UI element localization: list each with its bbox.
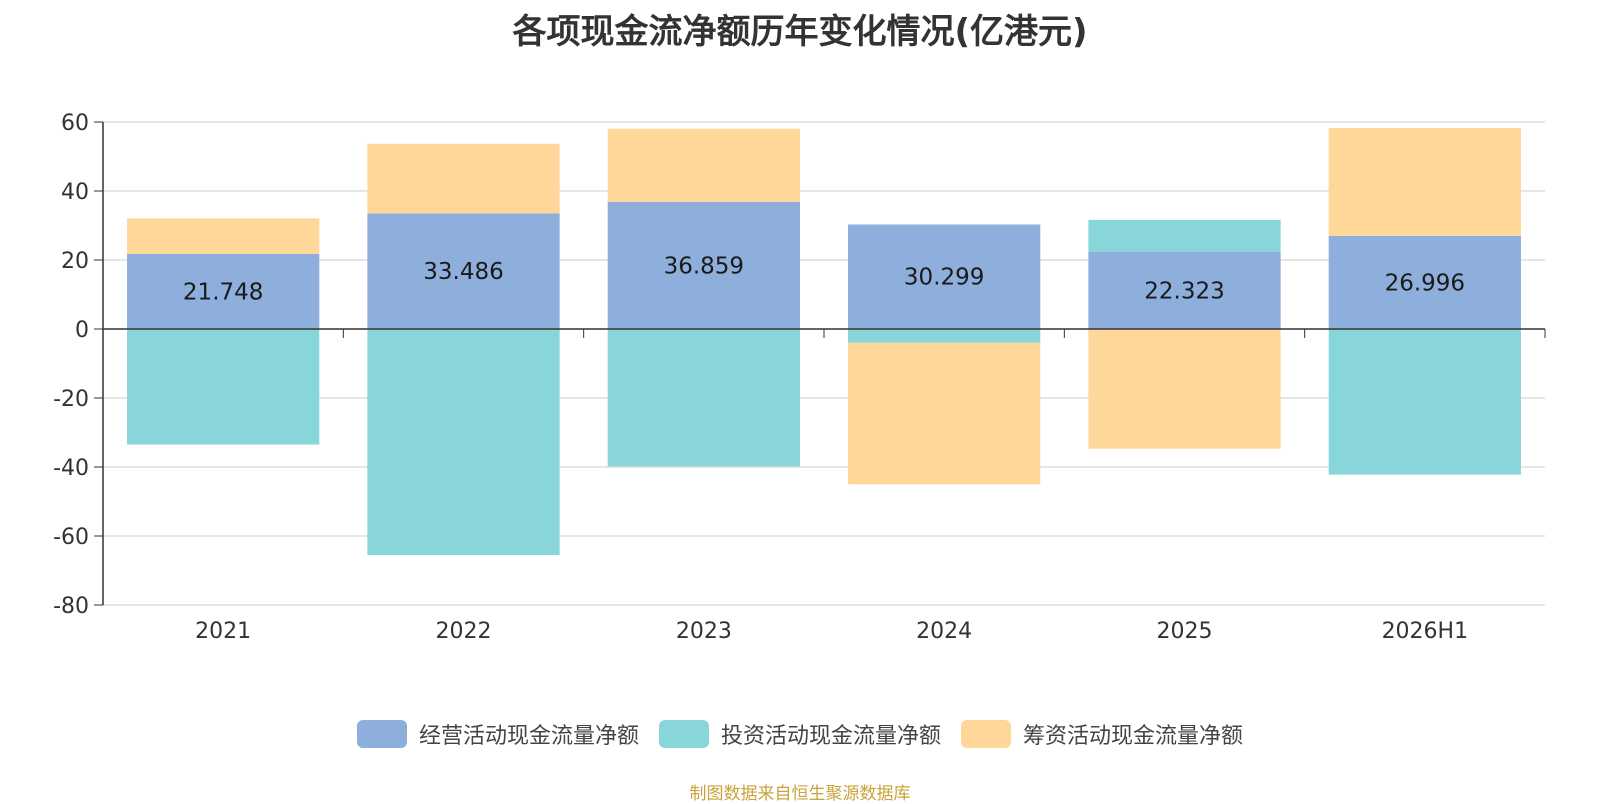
x-tick-label-2022: 2022 bbox=[436, 619, 492, 644]
data-label-2021: 21.748 bbox=[183, 279, 263, 305]
bar-2025-series-3 bbox=[1088, 329, 1281, 449]
data-label-2025: 22.323 bbox=[1144, 278, 1224, 304]
y-tick-label: 60 bbox=[61, 111, 89, 136]
y-tick-label: -40 bbox=[53, 456, 89, 481]
y-tick-label: -20 bbox=[53, 387, 89, 412]
y-tick-label: 0 bbox=[75, 318, 89, 343]
legend-item-1[interactable]: 经营活动现金流量净额 bbox=[356, 718, 639, 750]
data-label-2024: 30.299 bbox=[904, 265, 984, 291]
x-tick-label-2025: 2025 bbox=[1157, 619, 1213, 644]
legend-swatch bbox=[658, 720, 709, 748]
bar-2024-series-1 bbox=[848, 224, 1041, 329]
y-tick-label: 40 bbox=[61, 180, 89, 205]
bar-2025-series-2 bbox=[1088, 219, 1281, 252]
x-tick-label-2026H1: 2026H1 bbox=[1382, 619, 1469, 644]
legend-item-3[interactable]: 筹资活动现金流量净额 bbox=[961, 718, 1243, 750]
axis-layer bbox=[94, 121, 1546, 606]
x-tick-label-2021: 2021 bbox=[195, 619, 251, 644]
bar-2022-series-3 bbox=[367, 143, 560, 214]
bar-2022-series-2 bbox=[367, 329, 560, 555]
source-note: 制图数据来自恒生聚源数据库 bbox=[689, 784, 911, 804]
legend-label: 投资活动现金流量净额 bbox=[720, 724, 941, 749]
x-tick-label-2023: 2023 bbox=[676, 619, 732, 644]
labels-layer: 60 40 20 0 -20 -40 -60 -80 2021 2022 2023 2024 2025 2… bbox=[53, 111, 1468, 644]
legend-label: 经营活动现金流量净额 bbox=[418, 724, 639, 749]
legend-item-2[interactable]: 投资活动现金流量净额 bbox=[658, 718, 941, 750]
bar-2023-series-2 bbox=[607, 329, 800, 467]
bar-2024-series-2 bbox=[848, 329, 1041, 343]
y-tick-label: -60 bbox=[53, 525, 89, 550]
bar-2025-series-1 bbox=[1088, 251, 1281, 329]
bar-2026H1-series-3 bbox=[1328, 127, 1521, 236]
grid-layer bbox=[103, 121, 1545, 606]
bar-2023-series-3 bbox=[607, 128, 800, 202]
legend-swatch bbox=[356, 720, 407, 748]
bar-2026H1-series-1 bbox=[1328, 235, 1521, 329]
bar-2021-series-2 bbox=[127, 329, 320, 445]
bars-layer bbox=[127, 127, 1521, 555]
y-tick-label: -80 bbox=[53, 594, 89, 619]
bar-2024-series-3 bbox=[848, 342, 1041, 485]
legend-swatch bbox=[961, 720, 1011, 748]
chart-title: 各项现金流净额历年变化情况(亿港元) bbox=[512, 12, 1088, 52]
bar-2021-series-1 bbox=[127, 253, 320, 329]
x-tick-label-2024: 2024 bbox=[916, 619, 972, 644]
bar-2021-series-3 bbox=[127, 218, 320, 254]
legend-label: 筹资活动现金流量净额 bbox=[1023, 724, 1244, 749]
y-tick-label: 20 bbox=[61, 249, 89, 274]
legend: 经营活动现金流量净额 投资活动现金流量净额 筹资活动现金流量净额 bbox=[0, 718, 1600, 750]
bar-2023-series-1 bbox=[607, 201, 800, 329]
data-label-2023: 36.859 bbox=[664, 253, 744, 279]
bar-2026H1-series-2 bbox=[1328, 329, 1521, 475]
bar-2022-series-1 bbox=[367, 213, 560, 329]
data-label-2022: 33.486 bbox=[423, 259, 503, 285]
data-label-2026H1: 26.996 bbox=[1385, 270, 1465, 296]
